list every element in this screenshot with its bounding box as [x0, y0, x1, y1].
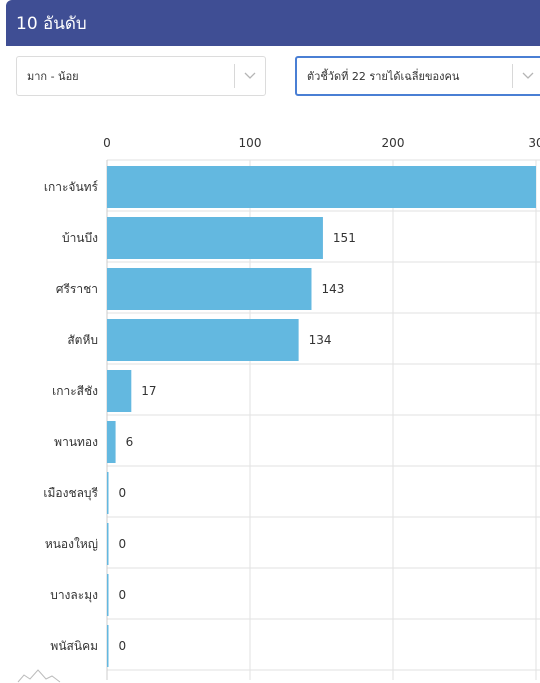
category-label: สัตหีบ	[67, 333, 98, 347]
order-select-divider	[234, 64, 235, 88]
data-label: 0	[119, 537, 127, 551]
data-label: 134	[309, 333, 332, 347]
category-label: พานทอง	[54, 435, 98, 449]
metric-select-divider	[512, 64, 513, 88]
data-label: 0	[119, 588, 127, 602]
bar	[107, 523, 109, 565]
category-label: เกาะสีชัง	[52, 384, 98, 398]
bar	[107, 217, 323, 259]
bar	[107, 319, 299, 361]
data-label: 143	[321, 282, 344, 296]
data-label: 0	[119, 486, 127, 500]
data-label: 17	[141, 384, 156, 398]
panel-title: 10 อันดับ	[16, 13, 87, 34]
bar	[107, 370, 132, 412]
category-label: เกาะจันทร์	[44, 180, 99, 194]
category-label: พนัสนิคม	[50, 639, 98, 653]
metric-select-value: ตัวชี้วัดที่ 22 รายได้เฉลี่ยของคน	[307, 70, 460, 83]
chevron-down-icon[interactable]	[235, 72, 265, 80]
chart-labels: เกาะจันทร์บ้านบึง 151 ศรีราชา 143 สัตหีบ 134 เ…	[43, 180, 355, 653]
data-label: 0	[119, 639, 127, 653]
order-select-value: มาก - น้อย	[27, 70, 79, 83]
bar	[107, 472, 109, 514]
panel-header: 10 อันดับ	[6, 0, 540, 46]
bar	[107, 574, 109, 616]
data-label: 151	[333, 231, 356, 245]
x-tick-label: 30	[528, 136, 540, 150]
category-label: เมืองชลบุรี	[43, 486, 98, 501]
mountain-icon	[17, 669, 61, 683]
bar	[107, 625, 109, 667]
x-tick-label: 0	[103, 136, 111, 150]
data-label: 6	[126, 435, 134, 449]
x-tick-label: 100	[239, 136, 262, 150]
x-tick-label: 200	[382, 136, 405, 150]
metric-select[interactable]: ตัวชี้วัดที่ 22 รายได้เฉลี่ยของคน	[295, 56, 540, 96]
category-label: หนองใหญ่	[45, 537, 98, 551]
order-select[interactable]: มาก - น้อย	[16, 56, 266, 96]
chevron-down-icon[interactable]	[513, 72, 540, 80]
bar	[107, 268, 312, 310]
category-label: บางละมุง	[50, 588, 98, 603]
category-label: บ้านบึง	[62, 231, 98, 245]
bar	[107, 166, 536, 208]
chart-bars	[107, 166, 536, 667]
x-axis-ticks: 0 100 200 30	[103, 136, 540, 150]
category-label: ศรีราชา	[56, 282, 98, 296]
bar	[107, 421, 116, 463]
